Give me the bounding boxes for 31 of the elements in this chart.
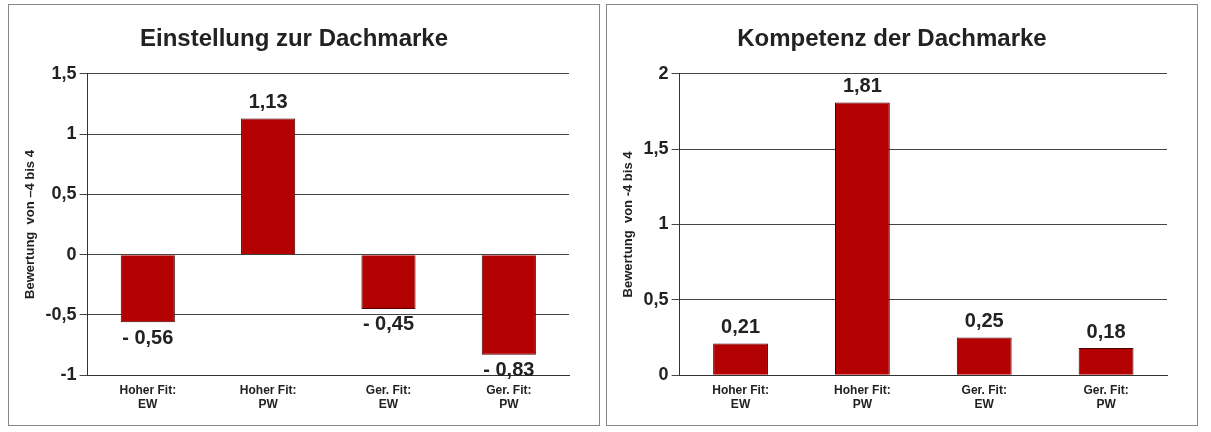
x-tick-label: Hoher Fit: PW (834, 382, 891, 412)
y-axis-title: Bewertung von –4 bis 4 (22, 149, 38, 299)
x-tick-label: Hoher Fit: PW (239, 382, 297, 412)
x-tick-label: Ger. Fit: PW (486, 382, 532, 412)
y-tick-label: 0 (658, 364, 669, 385)
data-label: 0,25 (964, 309, 1004, 332)
chart-title: Kompetenz der Dachmarke (737, 24, 1047, 52)
y-tick-label: -1 (60, 364, 77, 385)
data-label: - 0,83 (483, 358, 535, 381)
data-label: 0,21 (721, 315, 761, 338)
x-tick-label: Hoher Fit: EW (712, 382, 769, 412)
data-label: 1,13 (248, 89, 288, 112)
y-tick-label: 1 (658, 213, 669, 234)
x-tick-label: Ger. Fit: EW (961, 382, 1007, 412)
chart-title: Einstellung zur Dachmarke (139, 24, 449, 52)
y-tick-label: 1,5 (643, 138, 669, 159)
x-tick-label: Hoher Fit: EW (119, 382, 177, 412)
y-tick-label: 2 (658, 62, 669, 83)
x-tick-label: Ger. Fit: PW (1083, 382, 1129, 412)
y-tick-label: 1 (66, 123, 77, 144)
data-label: 0,18 (1086, 319, 1126, 342)
y-tick-label: -0,5 (45, 303, 77, 324)
x-tick-label: Ger. Fit: EW (365, 382, 412, 412)
y-tick-label: 0,5 (51, 183, 77, 204)
y-tick-label: 0,5 (643, 288, 669, 309)
y-tick-label: 0 (66, 243, 77, 264)
data-label: - 0,45 (362, 312, 415, 335)
data-label: - 0,56 (122, 325, 174, 348)
y-axis-title: Bewertung von -4 bis 4 (620, 150, 636, 298)
y-tick-label: 1,5 (51, 62, 77, 83)
data-label: 1,81 (842, 73, 882, 96)
